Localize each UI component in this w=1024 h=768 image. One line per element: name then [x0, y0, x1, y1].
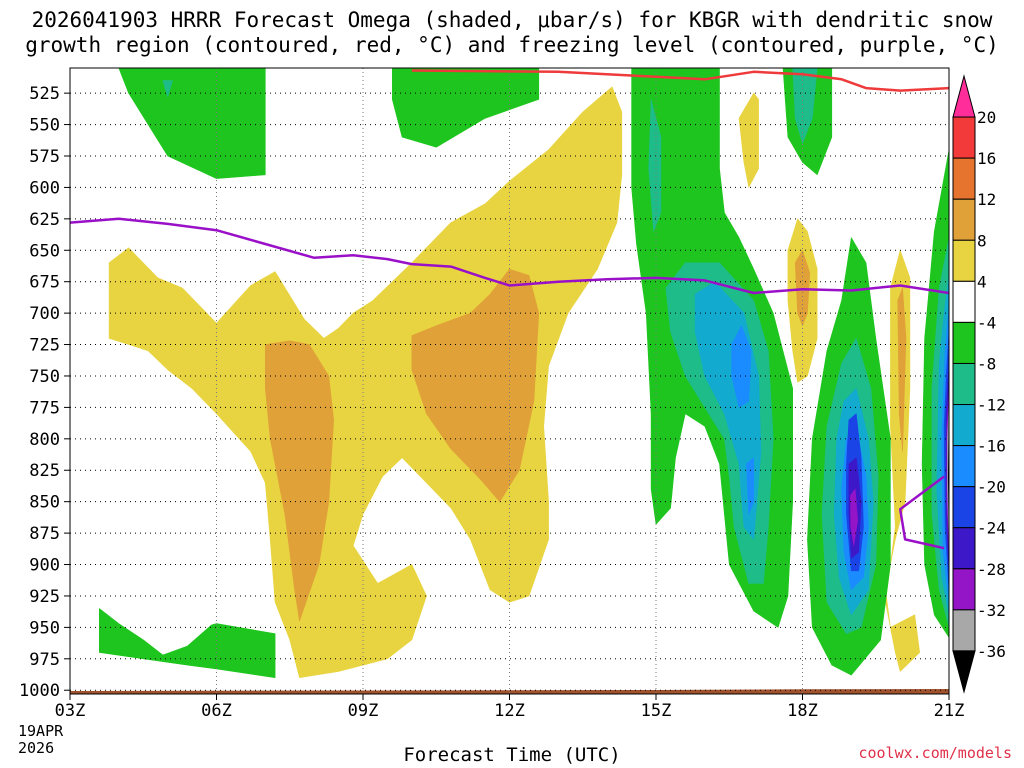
- omega-region-0: [118, 68, 266, 179]
- y-tick-label-850: 850: [29, 493, 60, 513]
- y-tick-label-975: 975: [29, 650, 60, 670]
- y-tick-label-950: 950: [29, 618, 60, 638]
- colorbar-label-13: -36: [977, 642, 1006, 661]
- omega-region-2: [391, 68, 540, 148]
- colorbar-swatch-6: [952, 321, 976, 364]
- y-tick-label-775: 775: [29, 398, 60, 418]
- omega-region-11: [897, 287, 907, 452]
- y-tick-label-750: 750: [29, 367, 60, 387]
- colorbar-label-0: 20: [977, 108, 996, 127]
- y-tick-label-900: 900: [29, 556, 60, 576]
- x-tick-label-21Z: 21Z: [934, 701, 965, 721]
- colorbar-swatch-12: [952, 568, 976, 611]
- colorbar-swatch-8: [952, 404, 976, 447]
- colorbar-swatch-11: [952, 527, 976, 570]
- y-tick-label-550: 550: [29, 116, 60, 136]
- colorbar-swatch-top: [952, 74, 976, 118]
- y-tick-label-675: 675: [29, 273, 60, 293]
- colorbar-label-5: -4: [977, 313, 996, 332]
- colorbar-label-9: -20: [977, 478, 1006, 497]
- y-tick-label-800: 800: [29, 430, 60, 450]
- title-line-2: growth region (contoured, red, °C) and f…: [25, 33, 999, 57]
- x-tick-label-12Z: 12Z: [494, 701, 525, 721]
- colorbar-label-4: 4: [977, 272, 987, 291]
- title-line-1: 2026041903 HRRR Forecast Omega (shaded, …: [31, 8, 993, 32]
- freezing-level-contour-low: [898, 475, 945, 550]
- y-tick-label-600: 600: [29, 178, 60, 198]
- colorbar-label-2: 12: [977, 190, 996, 209]
- y-tick-label-1000: 1000: [19, 681, 60, 701]
- colorbar-swatch-bottom: [952, 650, 976, 694]
- y-tick-label-650: 650: [29, 241, 60, 261]
- chart-title: 2026041903 HRRR Forecast Omega (shaded, …: [0, 8, 1024, 58]
- colorbar-label-11: -28: [977, 560, 1006, 579]
- colorbar-label-1: 16: [977, 149, 996, 168]
- colorbar-swatch-1: [952, 116, 976, 159]
- omega-region-7: [738, 92, 759, 188]
- y-tick-label-725: 725: [29, 336, 60, 356]
- colorbar-swatch-9: [952, 445, 976, 488]
- date-year: 2026: [18, 739, 55, 757]
- omega-region-19: [792, 68, 818, 144]
- colorbar-label-7: -12: [977, 396, 1006, 415]
- y-tick-label-925: 925: [29, 587, 60, 607]
- colorbar-swatch-7: [952, 362, 976, 406]
- x-tick-label-09Z: 09Z: [348, 701, 379, 721]
- colorbar-label-6: -8: [977, 354, 996, 373]
- y-tick-label-625: 625: [29, 210, 60, 230]
- y-tick-label-825: 825: [29, 461, 60, 481]
- date-day: 19APR: [18, 722, 64, 740]
- x-tick-label-18Z: 18Z: [787, 701, 818, 721]
- omega-region-16: [731, 325, 752, 408]
- y-tick-label-525: 525: [29, 84, 60, 104]
- colorbar-label-10: -24: [977, 519, 1006, 538]
- colorbar-label-3: 8: [977, 231, 987, 250]
- colorbar-label-8: -16: [977, 437, 1006, 456]
- omega-region-13: [648, 99, 662, 232]
- terrain-ground: [70, 689, 949, 694]
- colorbar-swatch-3: [952, 198, 976, 241]
- x-tick-label-03Z: 03Z: [55, 701, 86, 721]
- credit-link[interactable]: coolwx.com/models: [858, 744, 1012, 762]
- omega-region-3: [99, 608, 276, 679]
- omega-region-4: [108, 86, 623, 679]
- colorbar-swatch-5: [952, 280, 976, 323]
- dendritic-growth-contour: [411, 69, 949, 92]
- colorbar-swatch-4: [952, 239, 976, 282]
- colorbar-swatch-2: [952, 157, 976, 200]
- colorbar-label-12: -32: [977, 601, 1006, 620]
- omega-region-17: [745, 457, 755, 515]
- x-tick-label-15Z: 15Z: [641, 701, 672, 721]
- omega-region-6: [411, 268, 540, 503]
- colorbar-swatch-13: [952, 609, 976, 652]
- start-date-label: 19APR 2026: [18, 723, 63, 757]
- x-axis-label: Forecast Time (UTC): [403, 744, 621, 766]
- colorbar-swatch-10: [952, 486, 976, 529]
- y-tick-label-575: 575: [29, 147, 60, 167]
- y-tick-label-875: 875: [29, 524, 60, 544]
- omega-region-1: [162, 80, 173, 98]
- freezing-level-contour: [70, 217, 949, 295]
- x-tick-label-06Z: 06Z: [201, 701, 232, 721]
- y-tick-label-700: 700: [29, 304, 60, 324]
